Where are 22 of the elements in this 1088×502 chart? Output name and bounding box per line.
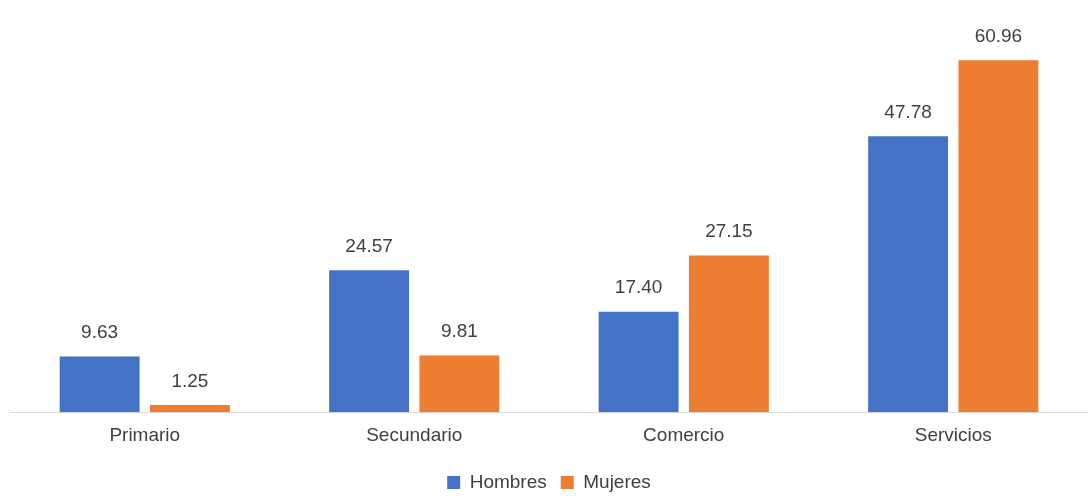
x-tick-label: Servicios	[914, 423, 992, 445]
data-label: 47.78	[884, 101, 932, 123]
x-tick-label: Secundario	[366, 423, 463, 445]
bar	[59, 356, 140, 413]
bar	[598, 311, 679, 413]
x-tick-label: Primario	[109, 423, 181, 445]
bar	[958, 60, 1039, 413]
bar	[329, 270, 410, 413]
data-label: 9.63	[81, 321, 119, 343]
data-label: 9.81	[440, 320, 478, 342]
bar	[688, 255, 769, 413]
legend-label: Mujeres	[583, 470, 651, 492]
data-label: 17.40	[614, 276, 663, 298]
data-label: 27.15	[705, 220, 753, 242]
bar	[149, 404, 230, 413]
data-label: 24.57	[345, 235, 393, 257]
bar	[868, 136, 949, 413]
data-label: 60.96	[974, 24, 1023, 46]
data-label: 1.25	[171, 369, 209, 391]
bar	[419, 355, 500, 413]
x-tick-label: Comercio	[643, 423, 725, 445]
legend-label: Hombres	[469, 470, 547, 492]
